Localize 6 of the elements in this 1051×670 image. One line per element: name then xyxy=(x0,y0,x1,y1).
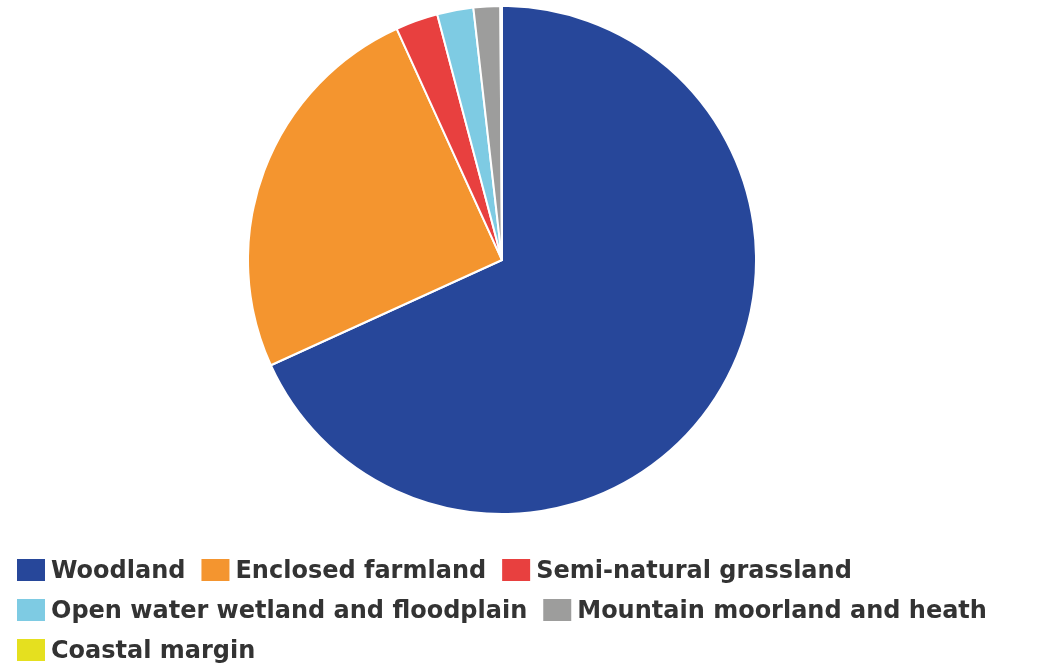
legend-label: Coastal margin xyxy=(51,636,256,664)
legend-label: Woodland xyxy=(51,556,186,584)
legend-label: Semi-natural grassland xyxy=(536,556,852,584)
legend-label: Open water wetland and floodplain xyxy=(51,596,528,624)
legend-label: Enclosed farmland xyxy=(235,556,487,584)
legend-label: Mountain moorland and heath xyxy=(577,596,987,624)
